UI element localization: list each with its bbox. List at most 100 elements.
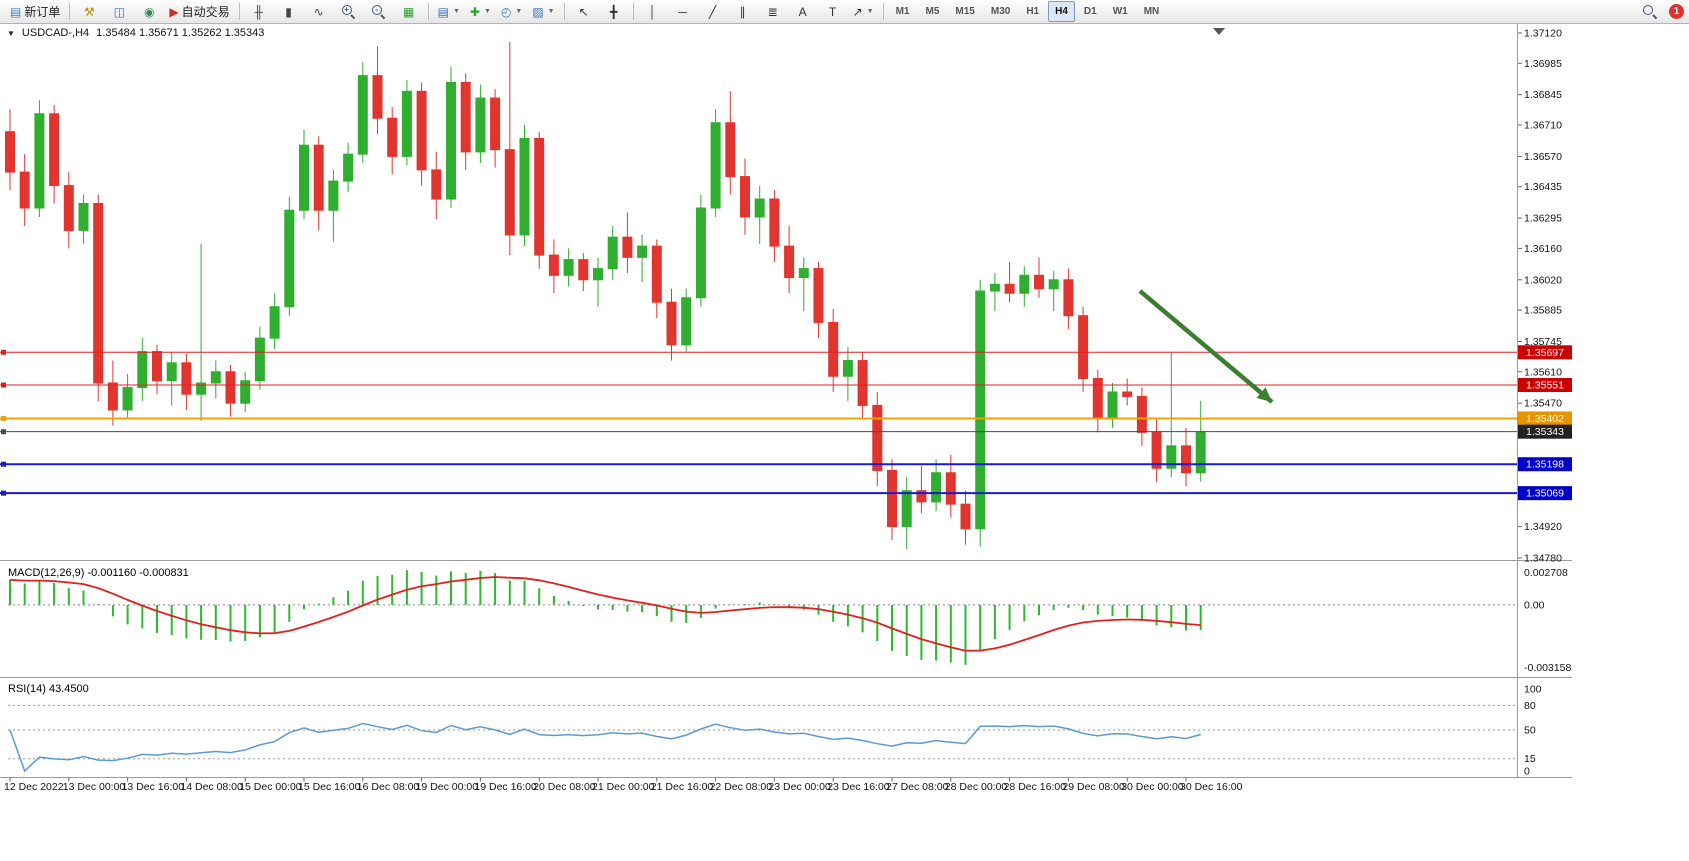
autotrading-icon: ▶ bbox=[169, 4, 179, 19]
price-badge: 1.35343 bbox=[1518, 424, 1572, 439]
dropdown-arrow-icon[interactable]: ▼ bbox=[483, 8, 491, 15]
zoom-in-button[interactable]: + bbox=[335, 1, 363, 23]
navigator-button[interactable]: ◉ bbox=[135, 1, 163, 23]
price-tick-label: 1.37120 bbox=[1524, 28, 1562, 40]
price-tick-label: 1.35745 bbox=[1524, 336, 1562, 348]
trend-arrow[interactable] bbox=[1138, 289, 1274, 404]
market-watch-button[interactable]: ◫ bbox=[105, 1, 133, 23]
tf-m1-button[interactable]: M1 bbox=[895, 6, 910, 17]
time-tick-label: 30 Dec 16:00 bbox=[1180, 781, 1243, 793]
line-anchor[interactable] bbox=[1, 490, 6, 496]
periods-icon: ◴ bbox=[500, 4, 512, 19]
line-chart-button[interactable]: ∿ bbox=[305, 1, 333, 23]
line-anchor[interactable] bbox=[1, 429, 6, 435]
bars-chart-icon: ╫ bbox=[254, 4, 263, 19]
line-anchor[interactable] bbox=[1, 415, 6, 421]
price-tick-label: 1.34920 bbox=[1524, 521, 1562, 533]
arrows-icon: ↗ bbox=[852, 4, 863, 19]
time-tick-label: 12 Dec 2022 bbox=[4, 781, 64, 793]
text-icon: A bbox=[798, 4, 807, 19]
line-anchor[interactable] bbox=[1, 349, 6, 355]
price-tick-label: 1.36570 bbox=[1524, 151, 1562, 163]
horizontal-line-icon: ─ bbox=[678, 4, 687, 19]
new-order-button[interactable]: ▤ 新订单 bbox=[6, 1, 64, 23]
dropdown-arrow-icon[interactable]: ▼ bbox=[452, 8, 460, 15]
svg-text:0.00: 0.00 bbox=[1524, 599, 1545, 611]
price-badge: 1.35402 bbox=[1518, 411, 1572, 426]
price-tick-label: 1.36295 bbox=[1524, 213, 1562, 225]
price-tick-label: 1.34780 bbox=[1524, 553, 1562, 565]
indicators-list-button[interactable]: ▤ ▼ bbox=[434, 1, 464, 23]
time-tick-label: 21 Dec 00:00 bbox=[592, 781, 655, 793]
dropdown-arrow-icon[interactable]: ▼ bbox=[866, 8, 874, 15]
time-tick-label: 15 Dec 00:00 bbox=[239, 781, 302, 793]
indicators-list-icon: ▤ bbox=[437, 4, 449, 19]
horizontal-line-button[interactable]: ─ bbox=[669, 1, 697, 23]
periods-button[interactable]: ◴ ▼ bbox=[497, 1, 526, 23]
fibonacci-button[interactable]: ≣ bbox=[759, 1, 787, 23]
svg-text:1.35697: 1.35697 bbox=[1526, 347, 1564, 359]
time-tick-label: 15 Dec 16:00 bbox=[298, 781, 361, 793]
symbol-list-icon[interactable]: ▼ bbox=[7, 28, 15, 38]
chart-title-bar: ▼ USDCAD-,H4 1.35484 1.35671 1.35262 1.3… bbox=[7, 27, 264, 39]
add-indicator-button[interactable]: ✚ ▼ bbox=[466, 1, 495, 23]
svg-text:1.35343: 1.35343 bbox=[1526, 426, 1564, 438]
bars-chart-button[interactable]: ╫ bbox=[245, 1, 273, 23]
candlestick-chart-icon: ▮ bbox=[285, 4, 292, 19]
price-badge: 1.35069 bbox=[1518, 486, 1572, 501]
chart-shift-marker[interactable] bbox=[1213, 28, 1225, 35]
tf-h4-button[interactable]: H4 bbox=[1048, 1, 1075, 22]
new-order-icon: ▤ bbox=[10, 4, 22, 19]
metaeditor-button[interactable]: ⚒ bbox=[75, 1, 103, 23]
svg-text:0.002708: 0.002708 bbox=[1524, 567, 1568, 579]
search-button[interactable] bbox=[1636, 1, 1664, 23]
tf-h1-button[interactable]: H1 bbox=[1026, 6, 1040, 17]
text-button[interactable]: A bbox=[789, 1, 817, 23]
price-badge: 1.35551 bbox=[1518, 378, 1572, 393]
tf-w1-button[interactable]: W1 bbox=[1112, 6, 1128, 17]
tf-mn-button[interactable]: MN bbox=[1143, 6, 1160, 17]
crosshair-button[interactable]: ╋ bbox=[600, 1, 628, 23]
toolbar-separator bbox=[563, 3, 565, 20]
time-tick-label: 28 Dec 16:00 bbox=[1004, 781, 1067, 793]
svg-text:0: 0 bbox=[1524, 766, 1530, 778]
autotrading-button[interactable]: ▶ 自动交易 bbox=[165, 1, 233, 23]
templates-button[interactable]: ▨ ▼ bbox=[528, 1, 558, 23]
line-anchor[interactable] bbox=[1, 461, 6, 467]
notification-badge[interactable]: 1 bbox=[1669, 4, 1684, 19]
vertical-line-button[interactable]: │ bbox=[639, 1, 667, 23]
crosshair-icon: ╋ bbox=[609, 4, 618, 19]
time-tick-label: 23 Dec 00:00 bbox=[768, 781, 831, 793]
zoom-out-button[interactable]: - bbox=[365, 1, 393, 23]
channel-icon: ∥ bbox=[739, 4, 746, 19]
tile-windows-button[interactable]: ▦ bbox=[395, 1, 423, 23]
macd-label: MACD(12,26,9) -0.001160 -0.000831 bbox=[8, 567, 189, 579]
dropdown-arrow-icon[interactable]: ▼ bbox=[547, 8, 555, 15]
tf-m5-button[interactable]: M5 bbox=[925, 6, 940, 17]
candlestick-chart-button[interactable]: ▮ bbox=[275, 1, 303, 23]
zoom-out-icon: - bbox=[371, 4, 386, 20]
svg-text:-0.003158: -0.003158 bbox=[1524, 662, 1571, 674]
time-tick-label: 13 Dec 16:00 bbox=[122, 781, 185, 793]
tf-m15-button[interactable]: M15 bbox=[955, 6, 975, 17]
svg-text:100: 100 bbox=[1524, 684, 1542, 696]
text-label-button[interactable]: T bbox=[819, 1, 847, 23]
channel-button[interactable]: ∥ bbox=[729, 1, 757, 23]
toolbar-separator bbox=[632, 3, 634, 20]
autotrading-button-label: 自动交易 bbox=[181, 5, 230, 19]
trendline-button[interactable]: ╱ bbox=[699, 1, 727, 23]
arrows-button[interactable]: ↗ ▼ bbox=[849, 1, 878, 23]
tf-m30-button[interactable]: M30 bbox=[990, 6, 1011, 17]
tf-d1-button[interactable]: D1 bbox=[1083, 6, 1097, 17]
price-tick-label: 1.36845 bbox=[1524, 89, 1562, 101]
svg-text:1.35402: 1.35402 bbox=[1526, 413, 1564, 425]
time-tick-label: 20 Dec 08:00 bbox=[533, 781, 596, 793]
cursor-button[interactable]: ↖ bbox=[570, 1, 598, 23]
line-anchor[interactable] bbox=[1, 382, 6, 388]
time-tick-label: 21 Dec 16:00 bbox=[651, 781, 714, 793]
dropdown-arrow-icon[interactable]: ▼ bbox=[515, 8, 523, 15]
price-axis[interactable]: 1.37120 1.36985 1.36845 1.36710 1.36570 1.364… bbox=[1518, 28, 1562, 565]
price-tick-label: 1.36710 bbox=[1524, 119, 1562, 131]
